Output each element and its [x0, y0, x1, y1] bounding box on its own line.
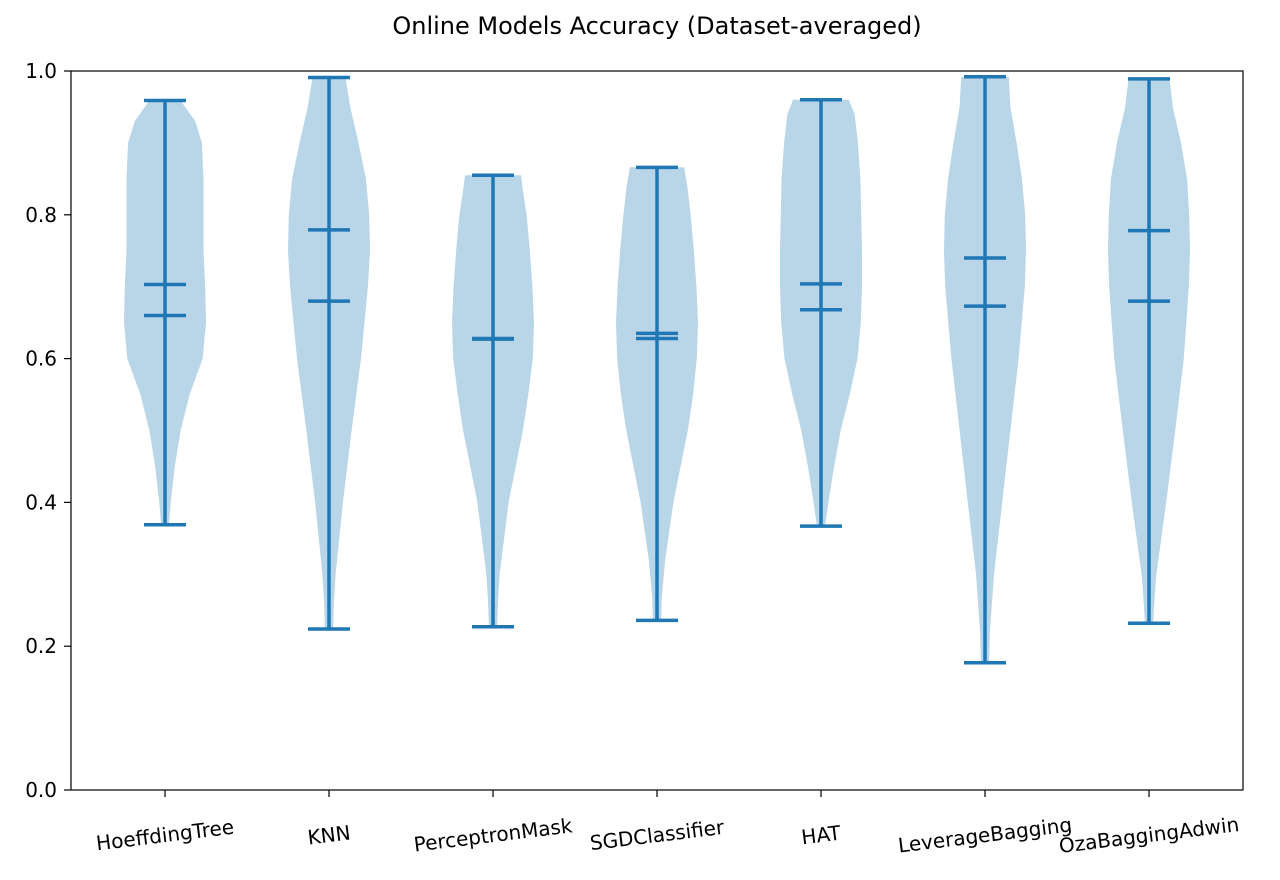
- chart-title: Online Models Accuracy (Dataset-averaged…: [392, 12, 921, 40]
- x-axis: HoeffdingTree KNN PerceptronMask SGDClassif…: [95, 790, 1241, 858]
- x-tick-label: HoeffdingTree: [95, 815, 236, 856]
- x-tick-label: HAT: [800, 821, 843, 850]
- y-tick-label: 0.6: [25, 347, 57, 371]
- x-tick-label: PerceptronMask: [412, 813, 574, 856]
- x-tick-label: LeverageBagging: [897, 812, 1074, 857]
- y-tick-label: 0.8: [25, 203, 57, 227]
- x-tick-label: SGDClassifier: [589, 815, 727, 855]
- y-tick-label: 0.4: [25, 490, 57, 514]
- y-tick-label: 0.0: [25, 778, 57, 802]
- y-axis: 0.0 0.2 0.4 0.6 0.8 1.0: [25, 59, 71, 802]
- y-tick-label: 1.0: [25, 59, 57, 83]
- x-tick-label: KNN: [306, 820, 352, 849]
- stats-layer: [144, 75, 1170, 665]
- y-tick-label: 0.2: [25, 634, 57, 658]
- x-tick-label: OzaBaggingAdwin: [1058, 812, 1241, 858]
